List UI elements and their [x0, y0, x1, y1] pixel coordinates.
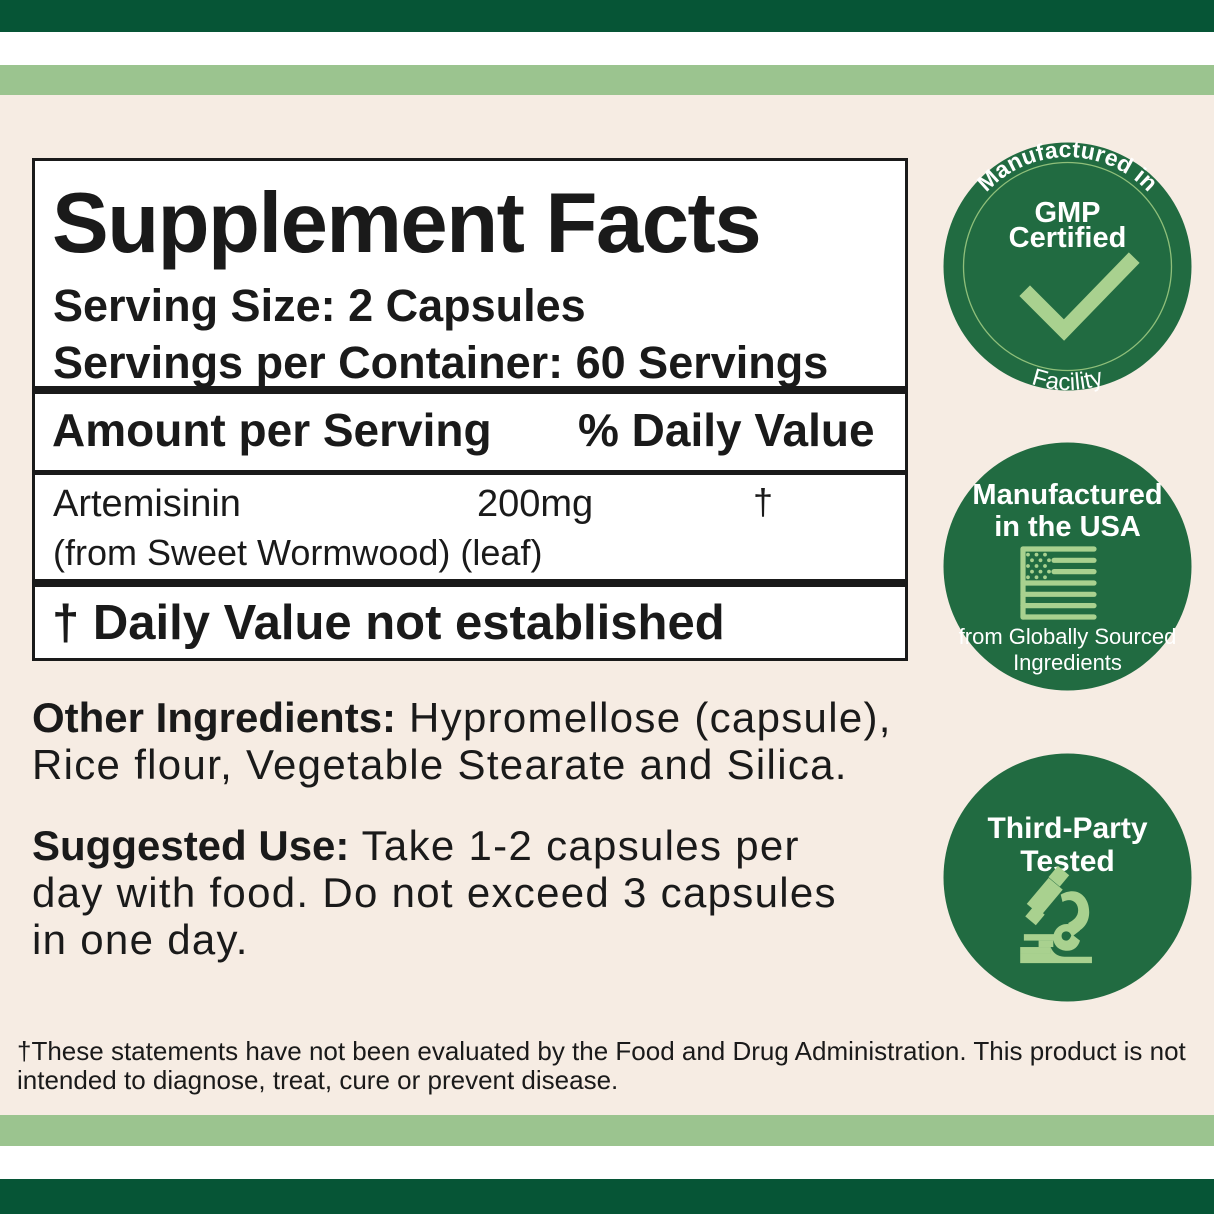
- svg-text:Certified: Certified: [1009, 222, 1127, 254]
- svg-text:Ingredients: Ingredients: [1013, 650, 1122, 675]
- svg-text:in the USA: in the USA: [994, 511, 1141, 543]
- svg-text:Manufactured: Manufactured: [972, 479, 1162, 511]
- svg-text:Third-Party: Third-Party: [987, 812, 1147, 845]
- svg-text:Tested: Tested: [1020, 845, 1114, 878]
- svg-text:from Globally Sourced: from Globally Sourced: [959, 624, 1177, 649]
